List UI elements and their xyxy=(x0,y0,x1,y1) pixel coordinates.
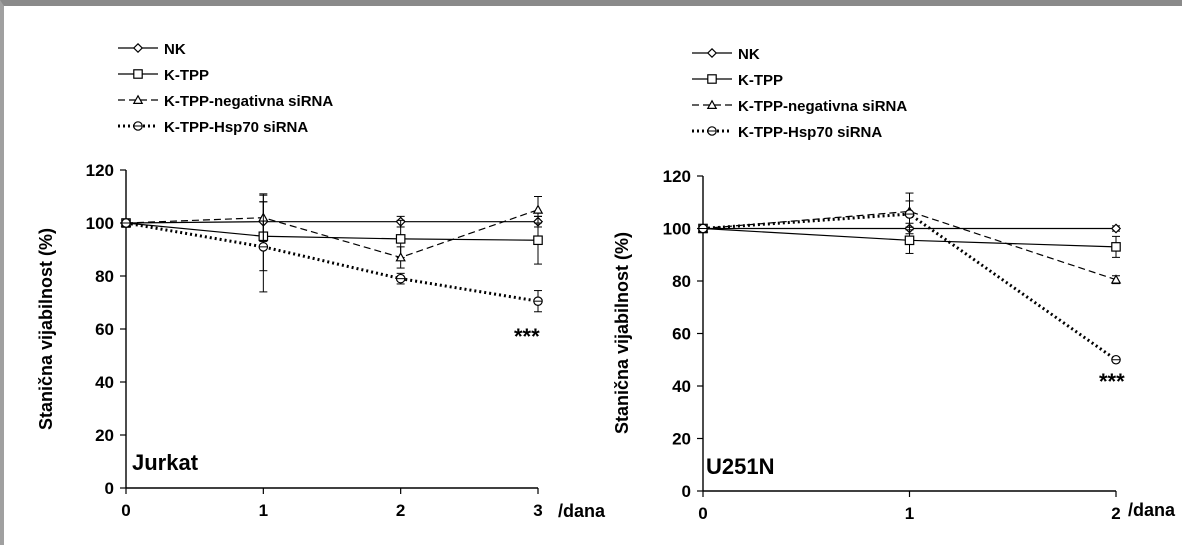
data-point-triangle xyxy=(532,204,544,214)
data-point-triangle xyxy=(395,252,406,262)
y-tick-label: 0 xyxy=(105,479,114,498)
series-k-tpp-negativna-sirna: K-TPP-negativna siRNA xyxy=(118,93,544,269)
data-point-square xyxy=(904,235,915,246)
chart-panel-u251n: 0 20 40 60 80 100 120 0 1 2/dana Stanična vijabiln… xyxy=(612,46,1176,523)
y-tick-label: 120 xyxy=(86,161,114,180)
legend-label: K-TPP-Hsp70 siRNA xyxy=(738,124,882,141)
x-tick-label: 2 xyxy=(396,501,405,520)
y-tick-label: 40 xyxy=(672,377,691,396)
legend-label: K-TPP-negativna siRNA xyxy=(738,98,907,115)
legend-marker-diamond xyxy=(706,47,718,59)
data-point-square xyxy=(1111,242,1121,252)
series-k-tpp-hsp70-sirna: K-TPP-Hsp70 siRNA xyxy=(118,119,543,313)
x-axis-label: /dana xyxy=(558,501,606,521)
significance-annotation: *** xyxy=(1099,369,1125,394)
x-tick-label: 1 xyxy=(259,501,268,520)
series-line xyxy=(125,221,538,224)
panel-label: Jurkat xyxy=(132,450,199,475)
legend-marker-diamond xyxy=(132,42,144,54)
x-tick-label: 1 xyxy=(905,504,914,523)
legend-label: K-TPP xyxy=(738,72,783,89)
y-tick-label: 100 xyxy=(86,214,114,233)
x-tick-label: 0 xyxy=(121,501,130,520)
data-point-diamond xyxy=(1110,223,1122,234)
x-tick-label: 3 xyxy=(533,501,542,520)
y-tick-label: 60 xyxy=(95,320,114,339)
y-tick-label: 40 xyxy=(95,373,114,392)
legend-label: K-TPP xyxy=(164,67,209,84)
series-line xyxy=(702,212,1117,361)
series-line xyxy=(125,221,539,303)
legend-label: K-TPP-negativna siRNA xyxy=(164,93,333,110)
x-tick-label: 0 xyxy=(698,504,707,523)
legend-marker-square xyxy=(707,74,717,84)
y-tick-label: 20 xyxy=(95,426,114,445)
y-tick-label: 0 xyxy=(682,482,691,501)
y-axis-label: Stanična vijabilnost (%) xyxy=(612,232,632,434)
y-tick-label: 120 xyxy=(663,167,691,186)
panel-label: U251N xyxy=(706,454,774,479)
legend-label: K-TPP-Hsp70 siRNA xyxy=(164,119,308,136)
y-tick-label: 80 xyxy=(95,267,114,286)
data-point-square xyxy=(395,234,406,244)
series-line xyxy=(125,222,539,241)
significance-annotation: *** xyxy=(514,324,540,349)
legend-label: NK xyxy=(738,46,760,63)
y-tick-label: 20 xyxy=(672,430,691,449)
series-line xyxy=(125,209,539,259)
legend-marker-triangle xyxy=(706,99,718,109)
legend-marker-triangle xyxy=(132,94,144,104)
data-point-square xyxy=(533,235,543,246)
x-tick-label: 2 xyxy=(1111,504,1120,523)
y-tick-label: 60 xyxy=(672,325,691,344)
y-axis-label: Stanična vijabilnost (%) xyxy=(36,228,56,430)
series-line xyxy=(702,210,1117,281)
x-axis-label: /dana xyxy=(1128,500,1176,520)
chart-panel-jurkat: 0 20 40 60 80 100 120 0 1 2 3/dana Stanična vijabil… xyxy=(36,41,606,521)
legend-label: NK xyxy=(164,41,186,58)
data-point-triangle xyxy=(1110,274,1122,284)
y-tick-label: 80 xyxy=(672,272,691,291)
series-k-tpp-hsp70-sirna: K-TPP-Hsp70 siRNA xyxy=(692,124,1121,365)
legend-marker-square xyxy=(133,69,143,79)
y-tick-label: 100 xyxy=(663,220,691,239)
